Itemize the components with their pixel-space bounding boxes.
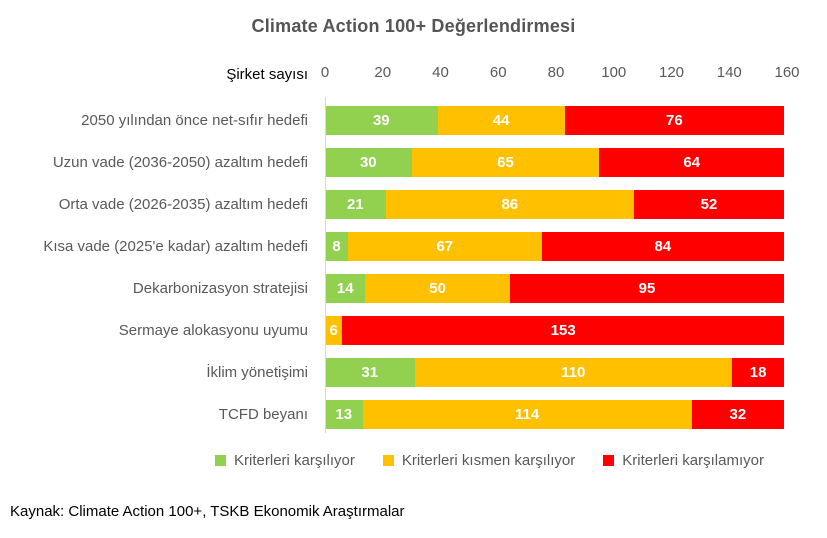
legend-swatch-icon (215, 454, 227, 466)
bar-segment-met: 14 (325, 273, 366, 303)
legend-label: Kriterleri karşılamıyor (622, 451, 764, 469)
bar-segment-partial: 86 (385, 189, 634, 219)
legend-item-2: Kriterleri karşılamıyor (603, 452, 764, 469)
bar-row: Uzun vade (2036-2050) azaltım hedefi 30 65… (10, 141, 795, 183)
bar-segment-not-met: 95 (509, 273, 785, 303)
bar-track: 30 65 64 (325, 147, 787, 177)
bar-segment-met: 31 (325, 357, 415, 387)
bar-rows: 2050 yılından önce net-sıfır hedefi 39 44 7… (10, 99, 795, 435)
bar-value-label: 86 (501, 195, 519, 213)
bar-segment-met: 13 (325, 399, 363, 429)
bar-value-label: 114 (515, 405, 540, 423)
bar-value-label: 153 (550, 321, 576, 339)
bar-row: TCFD beyanı 13 114 32 (10, 393, 795, 435)
bar-track: 13 114 32 (325, 399, 787, 429)
x-axis-ticks: 0 20 40 60 80 100 120 140 160 (321, 64, 800, 84)
bar-value-label: 64 (683, 153, 701, 171)
bar-value-label: 14 (336, 279, 354, 297)
x-axis-title: Şirket sayısı (226, 65, 308, 83)
bar-segment-not-met: 32 (691, 399, 785, 429)
bar-segment-met: 39 (325, 105, 438, 135)
bar-segment-not-met: 18 (732, 357, 785, 387)
chart-title: Climate Action 100+ Değerlendirmesi (251, 16, 576, 36)
category-label: Dekarbonizasyon stratejisi (132, 279, 308, 297)
source-note: Kaynak: Climate Action 100+, TSKB Ekonom… (10, 503, 405, 520)
category-label: İklim yönetişimi (206, 363, 308, 381)
legend-label: Kriterleri karşılıyor (234, 451, 355, 469)
bar-segment-met: 21 (325, 189, 386, 219)
bar-segment-partial: 44 (437, 105, 565, 135)
legend-swatch-icon (603, 454, 615, 466)
x-tick-120: 120 (658, 64, 685, 81)
bar-segment-met: 30 (325, 147, 412, 177)
bar-segment-partial: 67 (348, 231, 542, 261)
bar-track: 21 86 52 (325, 189, 787, 219)
x-tick-0: 0 (320, 64, 330, 81)
bar-segment-not-met: 84 (541, 231, 785, 261)
x-tick-160: 160 (774, 64, 800, 81)
bar-value-label: 30 (359, 153, 377, 171)
bar-value-label: 110 (561, 363, 586, 381)
bar-value-label: 8 (332, 237, 341, 255)
bar-value-label: 31 (361, 363, 379, 381)
category-label: Kısa vade (2025'e kadar) azaltım hedefi (43, 237, 308, 255)
legend-swatch-icon (382, 454, 394, 466)
legend-label: Kriterleri kısmen karşılıyor (401, 451, 576, 469)
category-label: 2050 yılından önce net-sıfır hedefi (81, 111, 308, 129)
bar-value-label: 84 (654, 237, 672, 255)
x-tick-60: 60 (489, 64, 507, 81)
bar-value-label: 18 (749, 363, 767, 381)
chart-area: Şirket sayısı 0 20 40 60 80 100 120 140 160 2050… (0, 61, 800, 435)
x-tick-80: 80 (547, 64, 565, 81)
bar-segment-partial: 114 (362, 399, 692, 429)
bar-track: 6 153 (325, 315, 787, 345)
bar-segment-not-met: 76 (564, 105, 785, 135)
bar-segment-partial: 110 (414, 357, 733, 387)
legend-item-1: Kriterleri kısmen karşılıyor (382, 451, 576, 469)
category-label: Orta vade (2026-2035) azaltım hedefi (58, 195, 308, 213)
bar-segment-not-met: 153 (342, 315, 785, 345)
legend-item-0: Kriterleri karşılıyor (215, 452, 355, 469)
bar-segment-not-met: 64 (599, 147, 785, 177)
bar-value-label: 67 (436, 237, 454, 255)
bar-track: 39 44 76 (325, 105, 787, 135)
bar-value-label: 52 (700, 195, 718, 213)
bar-value-label: 21 (346, 195, 364, 213)
x-tick-20: 20 (374, 64, 392, 81)
bar-segment-met: 8 (325, 231, 349, 261)
x-axis: Şirket sayısı 0 20 40 60 80 100 120 140 160 (10, 61, 800, 87)
bar-segment-partial: 6 (325, 315, 343, 345)
bar-row: Dekarbonizasyon stratejisi 14 50 95 (10, 267, 795, 309)
bar-track: 14 50 95 (325, 273, 787, 303)
bar-segment-partial: 65 (411, 147, 600, 177)
bar-row: İklim yönetişimi 31 110 18 (10, 351, 795, 393)
bar-value-label: 65 (497, 153, 514, 171)
bar-segment-partial: 50 (365, 273, 510, 303)
bar-row: Orta vade (2026-2035) azaltım hedefi 21 86… (10, 183, 795, 225)
bar-track: 8 67 84 (325, 231, 787, 261)
y-axis-line (325, 97, 326, 433)
x-tick-140: 140 (716, 64, 742, 81)
bar-row: Sermaye alokasyonu uyumu 6 153 (10, 309, 795, 351)
bar-segment-not-met: 52 (633, 189, 785, 219)
bar-row: 2050 yılından önce net-sıfır hedefi 39 44 7… (10, 99, 795, 141)
category-label: TCFD beyanı (218, 405, 308, 423)
bar-value-label: 95 (638, 279, 656, 297)
bar-value-label: 50 (429, 279, 446, 297)
bar-value-label: 76 (666, 111, 683, 129)
bar-value-label: 13 (335, 405, 353, 423)
bar-value-label: 39 (372, 111, 390, 129)
chart-legend: Kriterleri karşılıyor Kriterleri kısmen k… (0, 449, 827, 471)
bar-track: 31 110 18 (325, 357, 787, 387)
category-label: Sermaye alokasyonu uyumu (118, 321, 308, 339)
bar-value-label: 6 (329, 321, 338, 339)
category-label: Uzun vade (2036-2050) azaltım hedefi (52, 153, 308, 171)
bar-value-label: 44 (492, 111, 510, 129)
x-tick-100: 100 (601, 64, 627, 81)
x-tick-40: 40 (432, 64, 449, 81)
bar-row: Kısa vade (2025'e kadar) azaltım hedefi 8… (10, 225, 795, 267)
bar-value-label: 32 (729, 405, 747, 423)
